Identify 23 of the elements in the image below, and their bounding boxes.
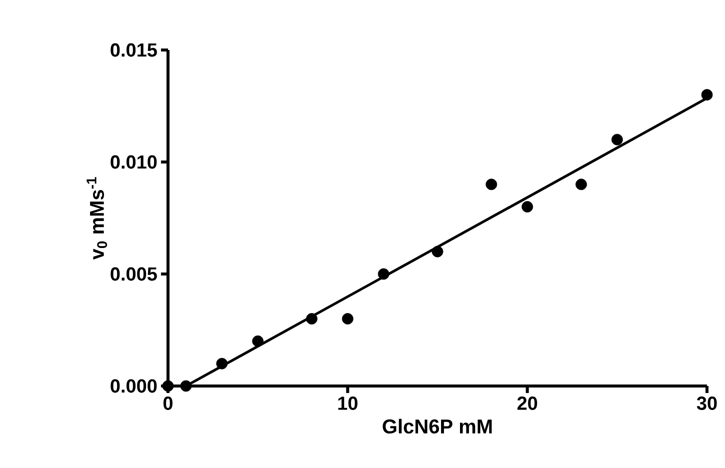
point (378, 268, 390, 280)
point (611, 134, 623, 146)
x-tick-label: 0 (163, 396, 173, 410)
point (180, 380, 192, 392)
point (486, 178, 498, 190)
point (252, 335, 264, 347)
point (522, 201, 534, 212)
point (576, 178, 587, 190)
point (342, 313, 354, 324)
x-axis-title: GlcN6P mM (382, 418, 492, 434)
point (216, 358, 228, 370)
x-tick-label: 30 (696, 396, 717, 410)
x-tick-label: 20 (517, 396, 538, 410)
point (701, 89, 713, 100)
y-tick-label: 0.005 (110, 267, 157, 281)
point (306, 313, 318, 324)
point (432, 246, 444, 258)
y-tick-label: 0.000 (110, 379, 157, 393)
point (162, 380, 174, 392)
y-tick-label: 0.010 (110, 155, 157, 169)
y-axis-title: v$_{0}$ mMs$^{-1}$ (86, 177, 108, 260)
x-tick-label: 10 (338, 396, 358, 410)
y-tick-label: 0.015 (110, 43, 157, 57)
